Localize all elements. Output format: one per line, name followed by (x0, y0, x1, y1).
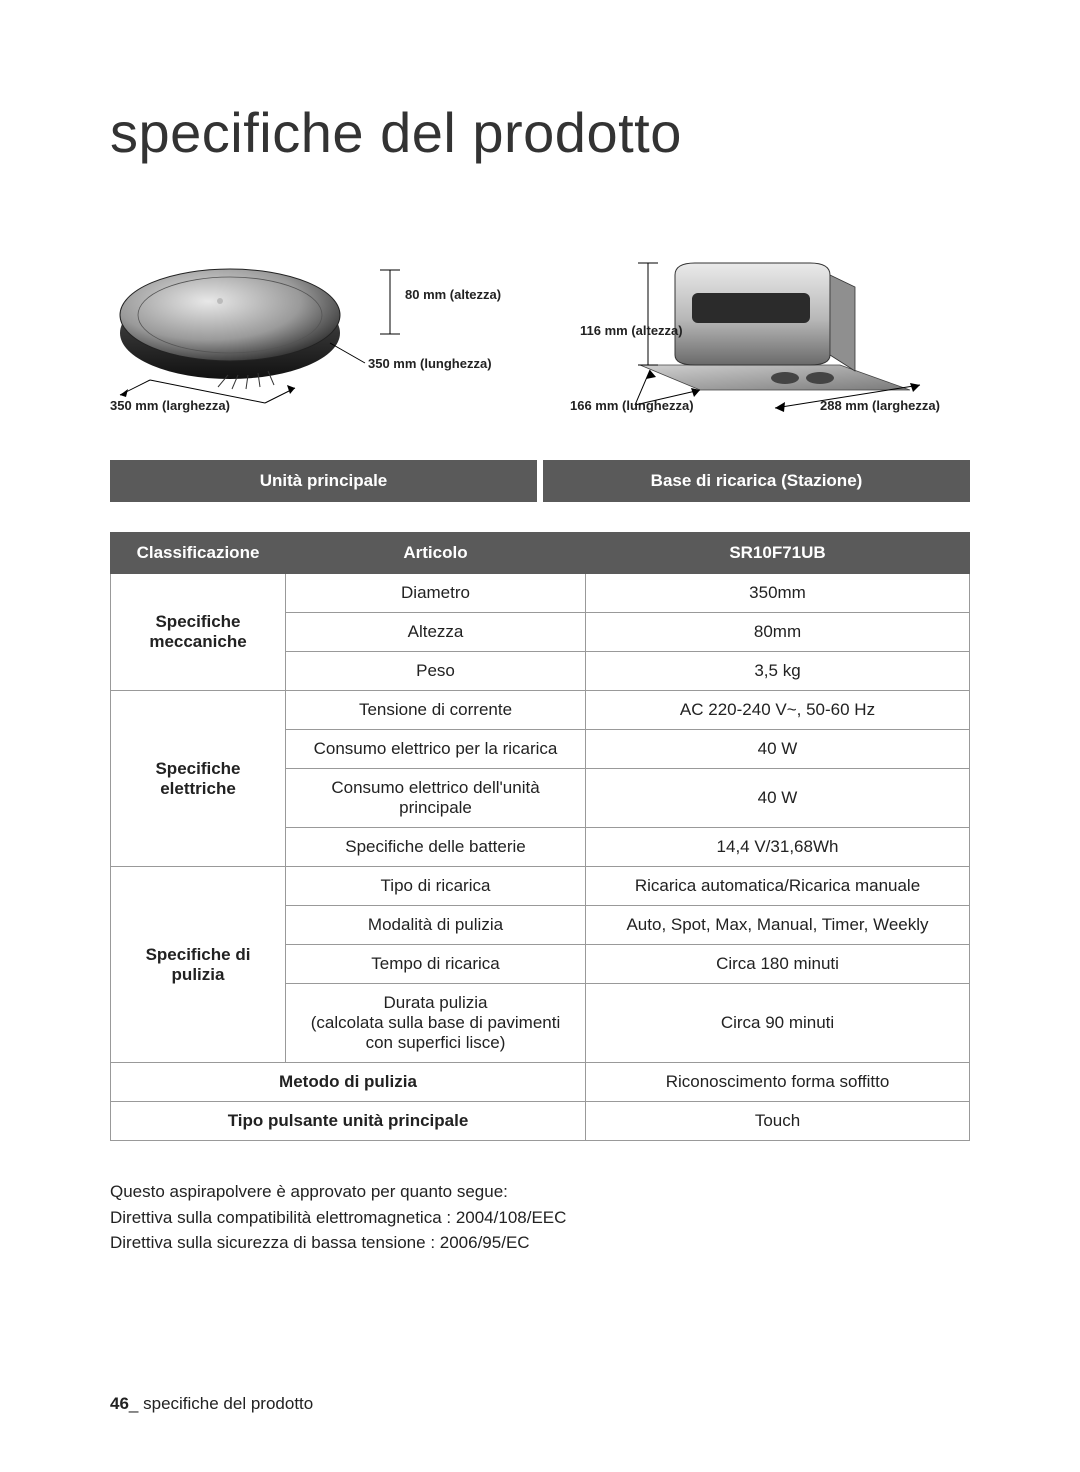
table-row: Specifiche elettriche Tensione di corren… (111, 691, 970, 730)
cell-value: 3,5 kg (586, 652, 970, 691)
footer-label: specifiche del prodotto (143, 1394, 313, 1413)
cell-value: 350mm (586, 574, 970, 613)
cell-value: 14,4 V/31,68Wh (586, 828, 970, 867)
cell-value: 40 W (586, 769, 970, 828)
cell-value: 80mm (586, 613, 970, 652)
main-length-label: 350 mm (lunghezza) (368, 356, 492, 371)
robot-illustration (110, 215, 540, 425)
header-main-unit: Unità principale (110, 460, 537, 502)
col-classification: Classificazione (111, 533, 286, 574)
cell-article: Consumo elettrico per la ricarica (286, 730, 586, 769)
row-cleaning-method: Metodo di pulizia (111, 1063, 586, 1102)
cell-article: Tempo di ricarica (286, 945, 586, 984)
page-title: specifiche del prodotto (110, 100, 970, 165)
station-diagram: 116 mm (altezza) 166 mm (lunghezza) 288 … (580, 215, 970, 425)
group-electrical: Specifiche elettriche (111, 691, 286, 867)
cell-article: Durata pulizia (calcolata sulla base di … (286, 984, 586, 1063)
row-button-type: Tipo pulsante unità principale (111, 1102, 586, 1141)
station-width-label: 288 mm (larghezza) (820, 398, 940, 413)
table-row: Metodo di pulizia Riconoscimento forma s… (111, 1063, 970, 1102)
table-row: Specifiche di pulizia Tipo di ricarica R… (111, 867, 970, 906)
page: specifiche del prodotto (0, 0, 1080, 1472)
cell-value: Touch (586, 1102, 970, 1141)
group-mechanical: Specifiche meccaniche (111, 574, 286, 691)
cell-value: Riconoscimento forma soffitto (586, 1063, 970, 1102)
cell-article: Modalità di pulizia (286, 906, 586, 945)
cell-article: Specifiche delle batterie (286, 828, 586, 867)
note-line: Direttiva sulla sicurezza di bassa tensi… (110, 1230, 970, 1256)
cell-value: 40 W (586, 730, 970, 769)
header-station: Base di ricarica (Stazione) (543, 460, 970, 502)
cell-article: Peso (286, 652, 586, 691)
page-number: 46 (110, 1394, 129, 1413)
cell-value: AC 220-240 V~, 50-60 Hz (586, 691, 970, 730)
note-line: Questo aspirapolvere è approvato per qua… (110, 1179, 970, 1205)
main-unit-diagram: 80 mm (altezza) 350 mm (lunghezza) 350 m… (110, 215, 540, 425)
cell-value: Circa 180 minuti (586, 945, 970, 984)
cell-article: Diametro (286, 574, 586, 613)
main-height-label: 80 mm (altezza) (405, 287, 501, 302)
station-height-label: 116 mm (altezza) (580, 323, 683, 338)
table-row: Tipo pulsante unità principale Touch (111, 1102, 970, 1141)
station-length-label: 166 mm (lunghezza) (570, 398, 694, 413)
cell-value: Auto, Spot, Max, Manual, Timer, Weekly (586, 906, 970, 945)
cell-article: Tensione di corrente (286, 691, 586, 730)
main-width-label: 350 mm (larghezza) (110, 398, 230, 413)
diagram-row: 80 mm (altezza) 350 mm (lunghezza) 350 m… (110, 215, 970, 425)
group-cleaning: Specifiche di pulizia (111, 867, 286, 1063)
col-model: SR10F71UB (586, 533, 970, 574)
spec-table: Classificazione Articolo SR10F71UB Speci… (110, 532, 970, 1141)
cell-article: Altezza (286, 613, 586, 652)
cell-value: Ricarica automatica/Ricarica manuale (586, 867, 970, 906)
approval-note: Questo aspirapolvere è approvato per qua… (110, 1179, 970, 1256)
col-article: Articolo (286, 533, 586, 574)
page-footer: 46_ specifiche del prodotto (110, 1394, 313, 1414)
cell-article: Consumo elettrico dell'unità principale (286, 769, 586, 828)
cell-article: Tipo di ricarica (286, 867, 586, 906)
diagram-header-row: Unità principale Base di ricarica (Stazi… (110, 460, 970, 502)
station-illustration (580, 215, 970, 425)
cell-value: Circa 90 minuti (586, 984, 970, 1063)
table-header-row: Classificazione Articolo SR10F71UB (111, 533, 970, 574)
footer-sep: _ (129, 1394, 143, 1413)
table-row: Specifiche meccaniche Diametro 350mm (111, 574, 970, 613)
note-line: Direttiva sulla compatibilità elettromag… (110, 1205, 970, 1231)
